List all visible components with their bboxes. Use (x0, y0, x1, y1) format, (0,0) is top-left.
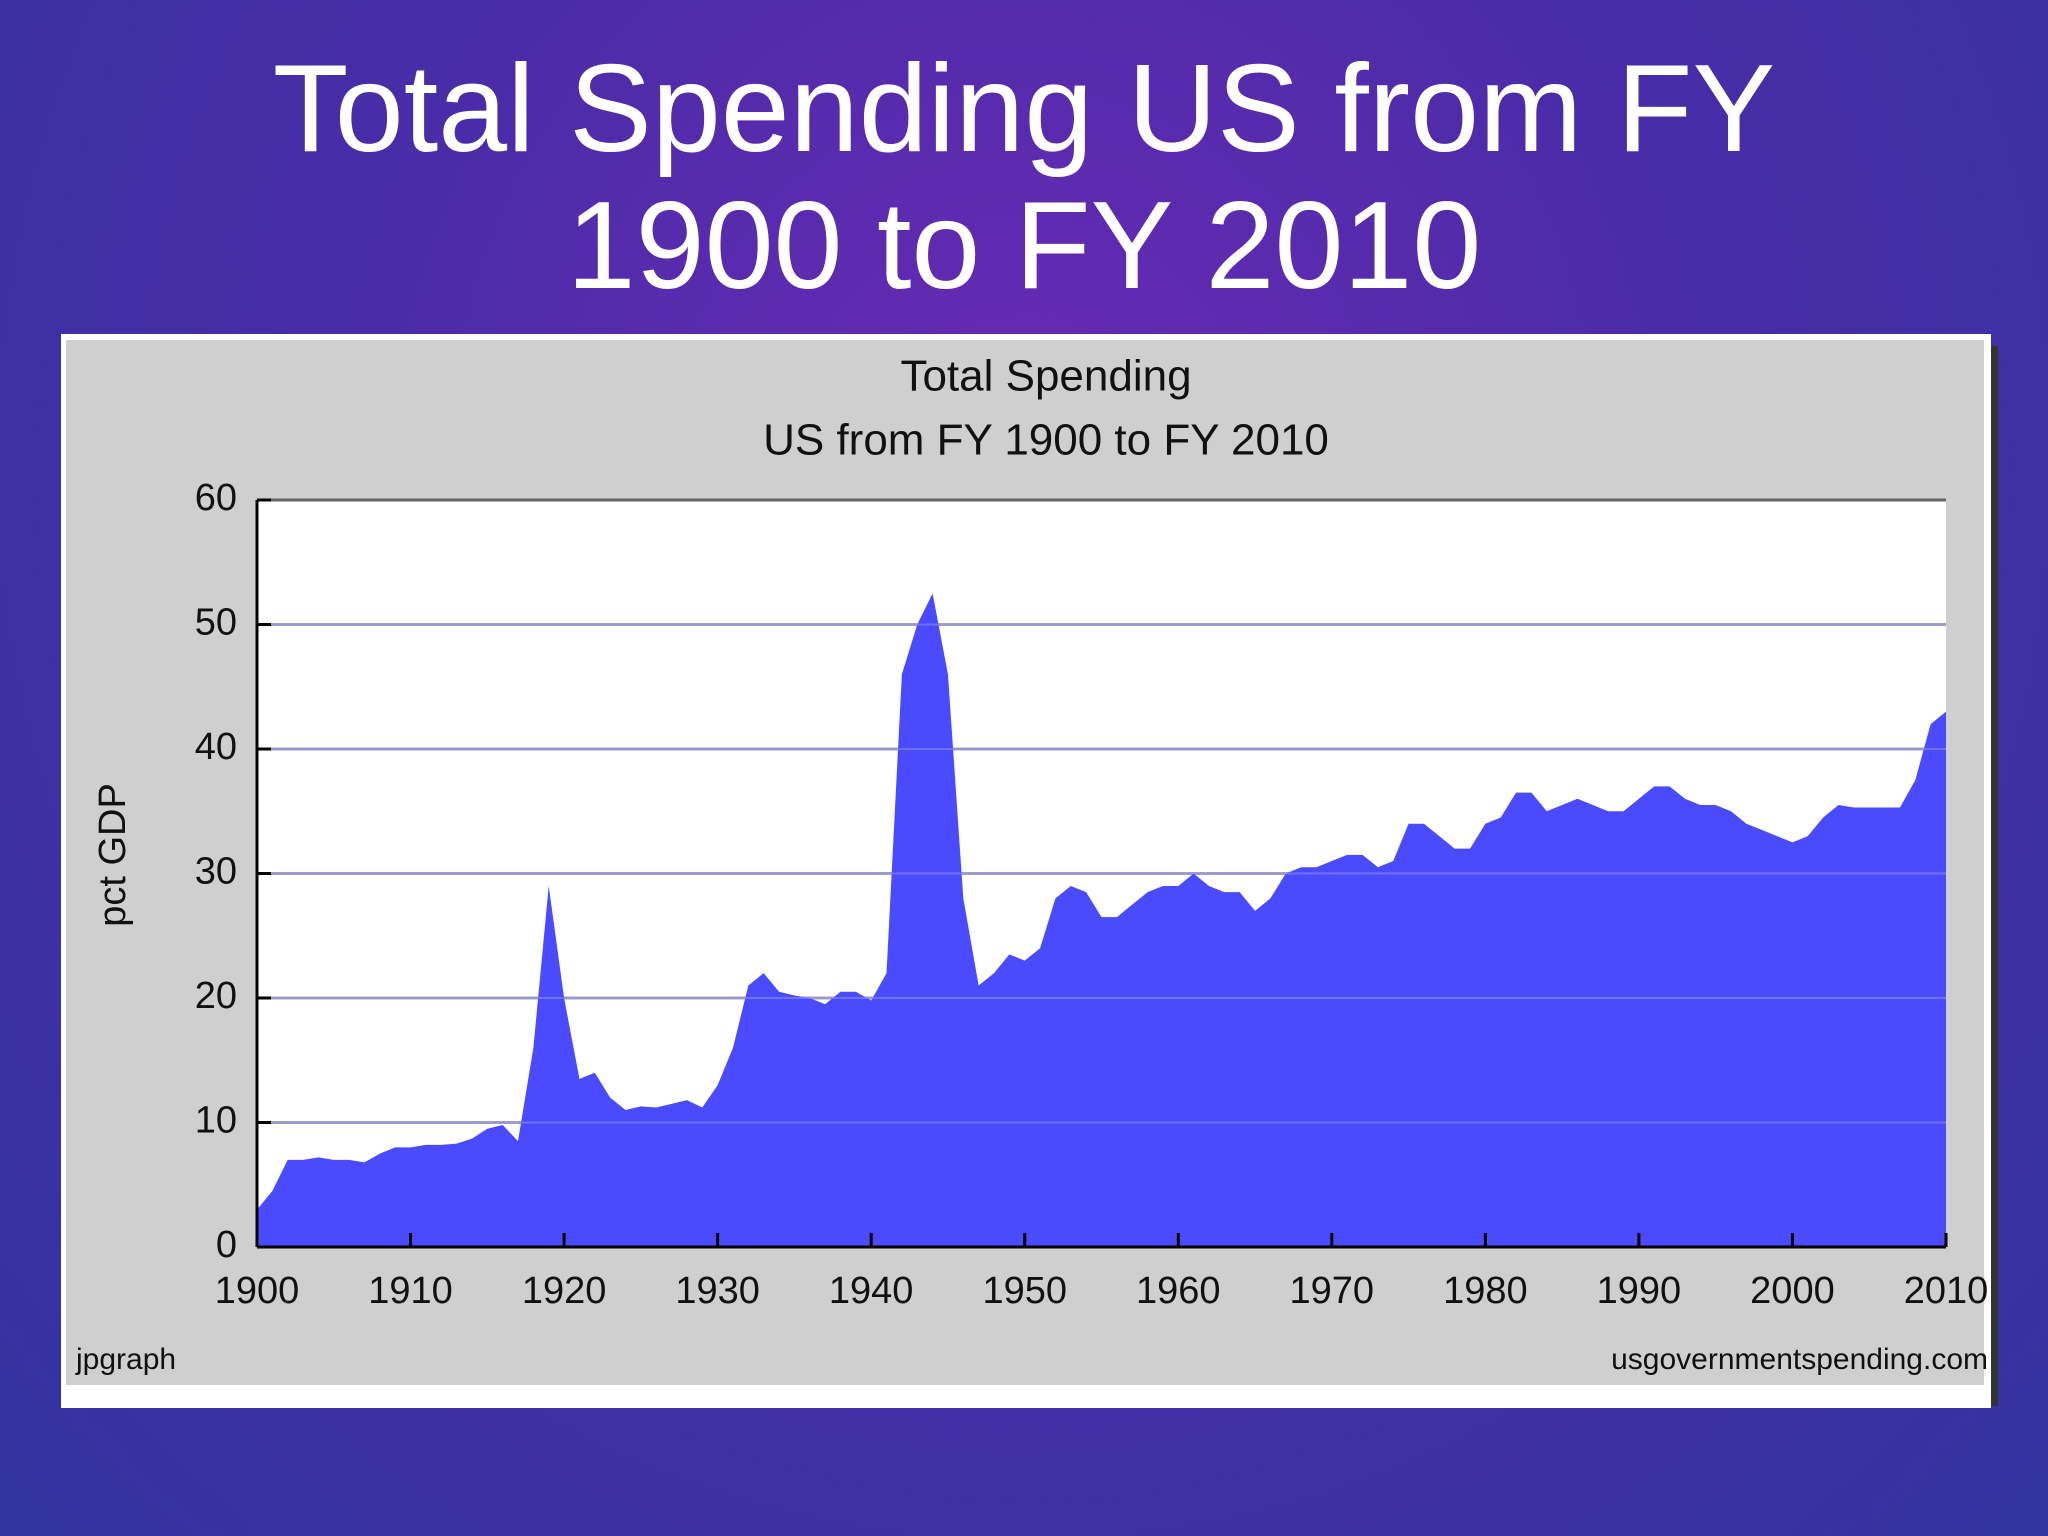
x-tick-label: 1900 (215, 1270, 300, 1312)
x-tick-label: 1940 (829, 1270, 914, 1312)
slide-title: 1900 to FY 2010 (567, 177, 1482, 315)
slide-title: Total Spending US from FY (273, 40, 1775, 178)
y-tick-label: 30 (195, 851, 237, 893)
y-tick-label: 50 (195, 602, 237, 644)
x-tick-label: 2010 (1904, 1270, 1989, 1312)
y-tick-label: 0 (216, 1224, 237, 1266)
chart-title: Total Spending (900, 352, 1191, 401)
y-tick-label: 60 (195, 477, 237, 519)
x-tick-label: 1920 (522, 1270, 607, 1312)
x-tick-label: 1960 (1136, 1270, 1221, 1312)
footer-left: jpgraph (75, 1343, 176, 1376)
area (257, 593, 1946, 1247)
chart-subtitle: US from FY 1900 to FY 2010 (763, 416, 1329, 465)
x-tick-label: 1950 (982, 1270, 1067, 1312)
y-tick-label: 20 (195, 975, 237, 1017)
x-tick-label: 1970 (1290, 1270, 1375, 1312)
x-tick-label: 1980 (1443, 1270, 1528, 1312)
y-tick-label: 40 (195, 726, 237, 768)
y-tick-label: 10 (195, 1100, 237, 1142)
x-tick-label: 1990 (1597, 1270, 1682, 1312)
x-tick-label: 1930 (675, 1270, 760, 1312)
x-tick-label: 2000 (1750, 1270, 1835, 1312)
y-axis-label: pct GDP (92, 783, 134, 927)
footer-right: usgovernmentspending.com (1611, 1343, 1988, 1376)
plot: 0 10 20 30 40 50 60 1900 1910 1920 1930 1940 1950 196… (195, 477, 1989, 1312)
x-tick-label: 1910 (368, 1270, 453, 1312)
